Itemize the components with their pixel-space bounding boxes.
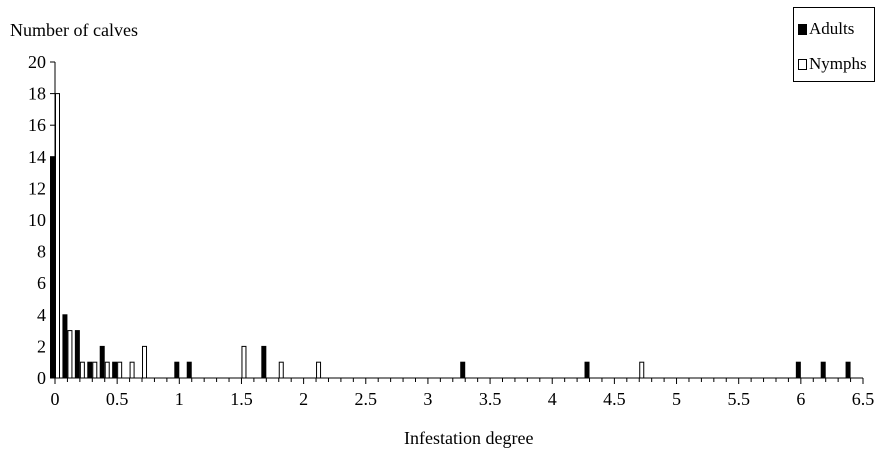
- bar-adults: [820, 361, 826, 379]
- axes: 0 2 4 6 8 10 12 14 16 18 20 0 0.5 1 1.5 2 2.5 3 3.5 4 4.5 5 5.…: [28, 52, 874, 409]
- y-tick-label: 20: [28, 52, 46, 72]
- legend-label-adults: Adults: [809, 19, 855, 38]
- bar-nymphs: [316, 361, 322, 379]
- bar-adults: [460, 361, 466, 379]
- x-tick-label: 1.5: [230, 389, 253, 409]
- bar-adults: [87, 361, 93, 379]
- y-tick-label: 14: [28, 147, 46, 167]
- bar-nymphs: [104, 361, 110, 379]
- x-tick-label: 1: [175, 389, 184, 409]
- x-tick-label: 2.5: [355, 389, 378, 409]
- y-tick-label: 6: [37, 273, 46, 293]
- bar-adults: [845, 361, 851, 379]
- bars: [50, 93, 851, 379]
- bar-nymphs: [92, 361, 98, 379]
- y-tick-label: 2: [37, 336, 46, 356]
- y-tick-label: 18: [28, 84, 46, 104]
- bar-adults: [50, 156, 55, 379]
- y-tick-label: 0: [37, 368, 46, 388]
- bar-adults: [174, 361, 180, 379]
- bar-adults: [261, 345, 267, 379]
- bar-nymphs: [67, 330, 73, 379]
- legend-label-nymphs: Nymphs: [809, 54, 867, 73]
- bar-nymphs: [129, 361, 135, 379]
- x-tick-label: 0: [51, 389, 60, 409]
- bar-adults: [112, 361, 118, 379]
- bar-adults: [62, 314, 68, 379]
- bar-nymphs: [241, 345, 247, 379]
- legend-swatch-adults: [798, 23, 807, 35]
- x-tick-label: 4: [548, 389, 557, 409]
- x-axis-label: Infestation degree: [404, 428, 534, 448]
- x-tick-label: 4.5: [603, 389, 626, 409]
- bar-nymphs: [278, 361, 284, 379]
- y-axis-label: Number of calves: [10, 20, 138, 40]
- bar-nymphs: [142, 345, 148, 379]
- bar-nymphs: [117, 361, 123, 379]
- x-tick-label: 6: [796, 389, 805, 409]
- bar-adults: [795, 361, 801, 379]
- y-tick-label: 10: [28, 210, 46, 230]
- y-tick-label: 4: [37, 305, 46, 325]
- bar-nymphs: [55, 93, 60, 379]
- y-tick-label: 16: [28, 115, 46, 135]
- x-tick-label: 6.5: [852, 389, 875, 409]
- x-tick-label: 5: [672, 389, 681, 409]
- x-tick-label: 5.5: [727, 389, 750, 409]
- bar-nymphs: [79, 361, 85, 379]
- x-tick-label: 3: [423, 389, 432, 409]
- bar-nymphs: [639, 361, 645, 379]
- x-tick-label: 3.5: [479, 389, 502, 409]
- legend-swatch-nymphs: [798, 58, 807, 70]
- legend-item-nymphs: Nymphs: [798, 54, 867, 74]
- legend-item-adults: Adults: [798, 19, 854, 39]
- bar-adults: [99, 345, 105, 379]
- bar-adults: [186, 361, 192, 379]
- y-tick-label: 8: [37, 242, 46, 262]
- legend: Adults Nymphs: [793, 7, 875, 82]
- bar-adults: [74, 330, 80, 379]
- bar-adults: [584, 361, 590, 379]
- y-tick-label: 12: [28, 178, 46, 198]
- x-tick-label: 2: [299, 389, 308, 409]
- x-tick-label: 0.5: [106, 389, 129, 409]
